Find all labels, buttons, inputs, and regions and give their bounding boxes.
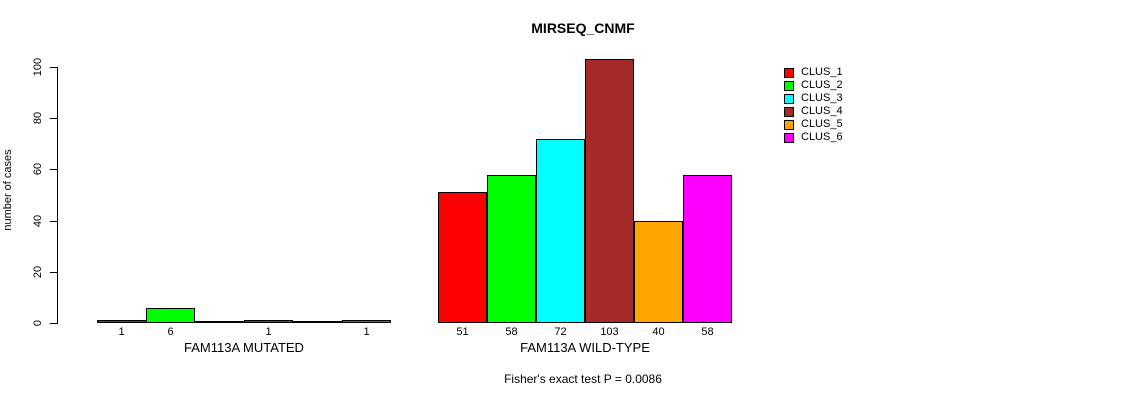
legend-label: CLUS_4 <box>801 105 843 117</box>
legend: CLUS_1 CLUS_2 CLUS_3 CLUS_4 CLUS_5 CLUS_6 <box>784 66 843 144</box>
bar-value-label: 72 <box>554 326 567 338</box>
legend-label: CLUS_3 <box>801 92 843 104</box>
legend-label: CLUS_1 <box>801 66 843 78</box>
legend-swatch <box>784 106 794 117</box>
zero-bar <box>293 321 342 323</box>
group-label: FAM113A MUTATED <box>184 340 304 355</box>
legend-item: CLUS_1 <box>784 66 843 79</box>
legend-item: CLUS_3 <box>784 92 843 105</box>
y-tick-label: 20 <box>32 265 44 279</box>
bar-value-label: 58 <box>701 326 714 338</box>
y-tick-label: 100 <box>32 57 44 77</box>
y-tick-label: 40 <box>32 214 44 228</box>
legend-item: CLUS_5 <box>784 118 843 131</box>
y-tick-label: 0 <box>32 319 44 327</box>
legend-swatch <box>784 80 794 91</box>
y-axis-label: number of cases <box>2 149 14 231</box>
bar <box>634 221 683 323</box>
bar <box>683 175 732 323</box>
legend-label: CLUS_6 <box>801 131 843 143</box>
bar <box>342 320 391 323</box>
bar <box>97 320 146 323</box>
y-tick <box>50 221 57 222</box>
legend-label: CLUS_2 <box>801 79 843 91</box>
chart-title: MIRSEQ_CNMF <box>531 20 635 36</box>
zero-bar <box>195 321 244 323</box>
bar <box>487 175 536 323</box>
bar-value-label: 6 <box>167 326 174 338</box>
legend-item: CLUS_6 <box>784 131 843 144</box>
bar <box>244 320 293 323</box>
legend-label: CLUS_5 <box>801 118 843 130</box>
legend-item: CLUS_4 <box>784 105 843 118</box>
bar <box>438 192 487 323</box>
bar <box>146 308 195 323</box>
bar-value-label: 58 <box>505 326 518 338</box>
bar-value-label: 1 <box>118 326 125 338</box>
bar-value-label: 40 <box>652 326 665 338</box>
group-label: FAM113A WILD-TYPE <box>520 340 650 355</box>
y-tick <box>50 169 57 170</box>
bar-value-label: 51 <box>456 326 469 338</box>
legend-swatch <box>784 119 794 130</box>
y-tick <box>50 272 57 273</box>
bar-value-label: 1 <box>363 326 370 338</box>
bar <box>536 139 585 323</box>
legend-swatch <box>784 93 794 104</box>
legend-swatch <box>784 132 794 143</box>
y-tick-label: 60 <box>32 162 44 176</box>
bar-value-label: 1 <box>265 326 272 338</box>
y-tick <box>50 118 57 119</box>
y-tick-label: 80 <box>32 111 44 125</box>
legend-item: CLUS_2 <box>784 79 843 92</box>
y-tick <box>50 323 57 324</box>
legend-swatch <box>784 67 794 78</box>
y-tick <box>50 67 57 68</box>
y-axis-line <box>57 67 58 324</box>
fisher-annotation: Fisher's exact test P = 0.0086 <box>504 372 662 386</box>
bar-value-label: 103 <box>600 326 619 338</box>
bar <box>585 59 634 323</box>
